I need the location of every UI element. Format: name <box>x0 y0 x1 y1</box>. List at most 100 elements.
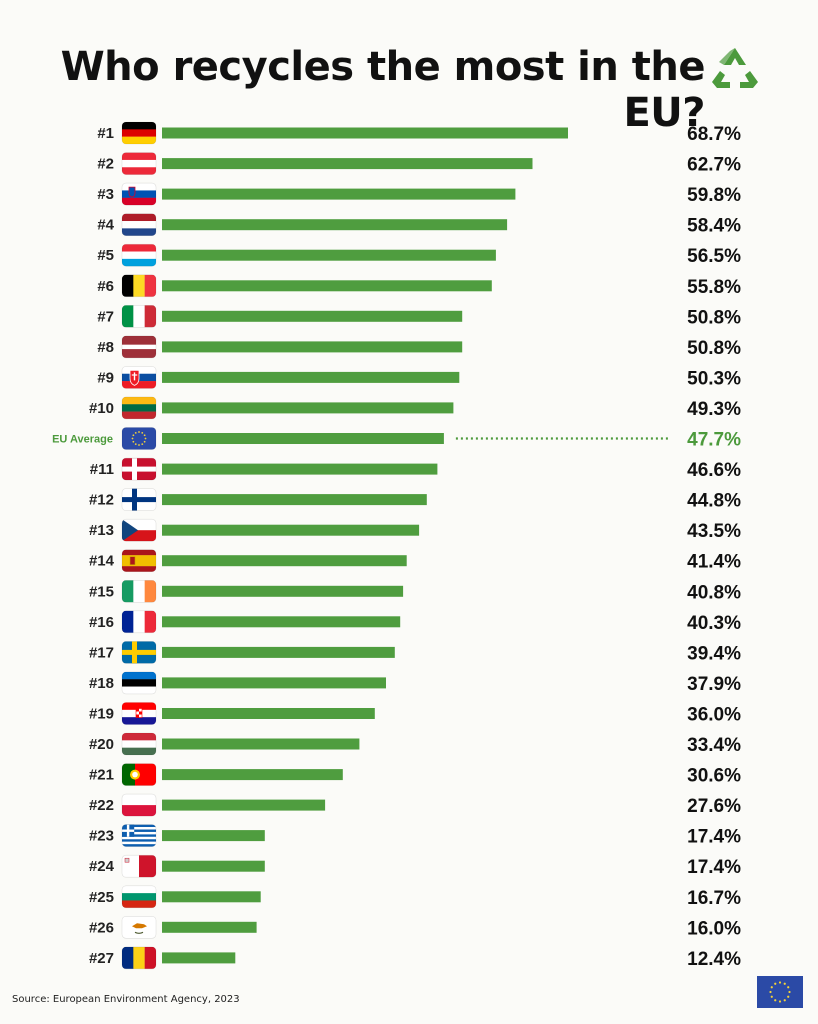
rank-label: #4 <box>97 217 114 234</box>
rank-label: #9 <box>97 369 114 386</box>
value-label: 59.8% <box>687 185 741 206</box>
bar <box>162 249 496 261</box>
bar <box>162 188 516 200</box>
flag-germany-icon <box>121 121 157 145</box>
flag-border <box>121 854 157 878</box>
rank-label: #10 <box>89 400 114 417</box>
value-label: 55.8% <box>687 277 741 298</box>
value-label: 49.3% <box>687 399 741 420</box>
bar-row: #18 37.9% <box>89 671 741 695</box>
flag-border <box>121 427 157 450</box>
flag-finland-icon <box>121 488 157 511</box>
bar <box>162 524 420 536</box>
flag-hungary-icon <box>121 732 157 756</box>
value-label: 68.7% <box>687 124 741 145</box>
bar <box>162 585 404 597</box>
bar-row: #21 30.6% <box>89 763 741 787</box>
bar-row: #24 17.4% <box>89 854 741 878</box>
bar-row: #25 16.7% <box>89 885 741 909</box>
rank-label: #15 <box>89 583 114 600</box>
bar-row: #22 27.6% <box>89 793 741 817</box>
flag-romania-icon <box>121 946 157 970</box>
flag-border <box>121 152 157 175</box>
value-label: 46.6% <box>687 460 741 481</box>
flag-border <box>121 702 157 725</box>
flag-border <box>121 671 157 695</box>
recycle-icon <box>712 48 758 88</box>
flag-italy-icon <box>121 304 157 328</box>
bar-row: #2 62.7% <box>97 152 741 176</box>
value-label: 41.4% <box>687 552 741 573</box>
flag-border <box>121 396 157 420</box>
value-label: 50.8% <box>687 307 741 328</box>
flag-lithuania-icon <box>121 396 157 420</box>
value-label: 50.3% <box>687 368 741 389</box>
value-label: 58.4% <box>687 216 741 237</box>
bar-row: #19 36.0% <box>89 702 741 726</box>
value-label: 36.0% <box>687 705 741 726</box>
bar-row: #23 17.4% <box>89 824 741 848</box>
flag-denmark-icon <box>121 457 157 481</box>
bar <box>162 616 401 628</box>
bar-row: #12 44.8% <box>89 488 741 512</box>
rank-label: #16 <box>89 614 114 631</box>
flag-border <box>121 641 157 664</box>
bar <box>162 402 454 414</box>
rank-label: #18 <box>89 675 114 692</box>
bar <box>162 860 265 872</box>
flag-belgium-icon <box>121 274 157 298</box>
bar <box>162 769 343 781</box>
flag-border <box>121 243 157 267</box>
bar <box>162 738 360 750</box>
bar <box>162 555 407 567</box>
flag-luxembourg-icon <box>121 243 157 267</box>
rank-label: #1 <box>97 125 114 142</box>
rank-label: #12 <box>89 492 114 509</box>
flag-spain-icon <box>121 549 157 573</box>
flag-border <box>121 610 157 634</box>
flag-bulgaria-icon <box>121 885 157 909</box>
bar <box>162 371 460 383</box>
bar-row: #20 33.4% <box>89 732 741 756</box>
value-label: 30.6% <box>687 766 741 787</box>
bar-row: #8 50.8% <box>97 335 741 359</box>
bar-row: #11 46.6% <box>90 457 741 481</box>
bar-row: #14 41.4% <box>89 549 741 573</box>
bar-row: #5 56.5% <box>97 243 741 267</box>
rank-label: #20 <box>89 736 114 753</box>
flag-border <box>121 213 157 236</box>
rank-label: #27 <box>89 950 114 967</box>
rank-label: #25 <box>89 889 114 906</box>
source-note: Source: European Environment Agency, 202… <box>12 994 240 1005</box>
rank-label: #3 <box>97 186 114 203</box>
flag-border <box>121 304 157 328</box>
flag-cyprus-icon <box>121 915 157 939</box>
bar-row: #13 43.5% <box>89 518 741 542</box>
flag-border <box>121 457 157 481</box>
bar-row: #17 39.4% <box>89 641 741 664</box>
bar <box>162 341 463 353</box>
rank-label: #5 <box>97 247 114 264</box>
value-label: 33.4% <box>687 735 741 756</box>
bar <box>162 463 438 475</box>
flag-sweden-icon <box>121 641 157 664</box>
bar-row: #10 49.3% <box>89 396 741 420</box>
bar-row: #27 12.4% <box>89 946 741 970</box>
flag-france-icon <box>121 610 157 634</box>
flag-border <box>121 549 157 573</box>
value-label: 39.4% <box>687 643 741 664</box>
flag-poland-icon <box>121 793 157 817</box>
bar <box>162 158 533 170</box>
rank-label: #7 <box>97 308 114 325</box>
bar <box>162 219 508 231</box>
rank-label: #19 <box>89 706 114 723</box>
eu-flag-logo <box>757 976 803 1008</box>
bar <box>162 646 395 658</box>
flag-border <box>121 121 157 145</box>
flag-border <box>121 518 157 542</box>
bar <box>162 891 261 903</box>
bar <box>162 433 444 444</box>
flag-slovakia-icon <box>121 366 157 389</box>
bar <box>162 310 463 322</box>
